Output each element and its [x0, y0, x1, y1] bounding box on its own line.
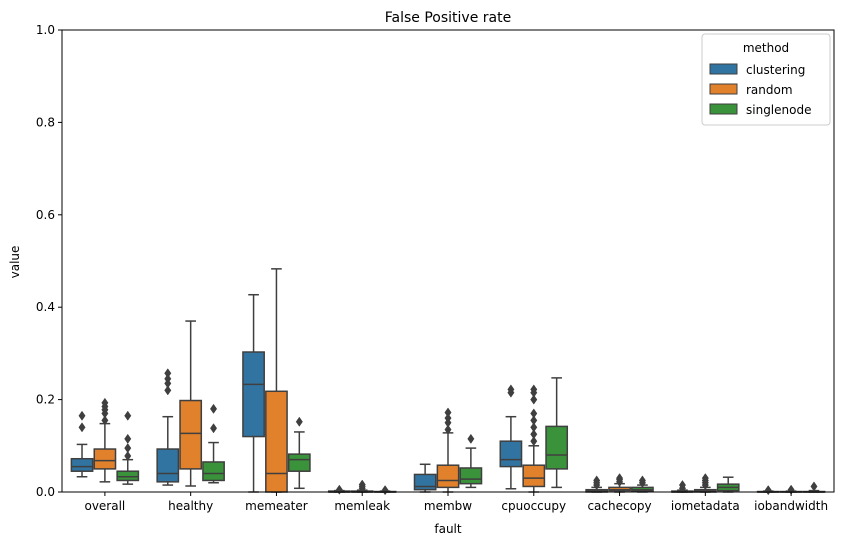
- axes-frame: [61, 29, 835, 493]
- outlier-point: [210, 403, 218, 414]
- legend-label-singlenode: singlenode: [746, 103, 811, 117]
- outlier-point: [530, 429, 538, 440]
- legend: method clustering random singlenode: [701, 33, 831, 126]
- outlier-point: [124, 410, 132, 421]
- legend-swatch-singlenode: [709, 103, 738, 115]
- x-axis-title: fault: [434, 522, 462, 536]
- outlier-point: [101, 397, 109, 408]
- outlier-point: [467, 433, 475, 444]
- legend-swatch-random: [709, 83, 738, 95]
- box-singlenode-healthy: [202, 403, 225, 484]
- box-body: [545, 425, 569, 470]
- box-clustering-membw: [413, 463, 437, 493]
- chart-title: False Positive rate: [385, 10, 511, 26]
- y-tick-label: 0.6: [36, 208, 55, 222]
- y-tick-label: 1.0: [36, 23, 55, 37]
- box-body: [202, 461, 225, 482]
- legend-label-clustering: clustering: [746, 63, 805, 77]
- y-tick-label: 0.2: [36, 393, 55, 407]
- box-clustering-memeater: [242, 293, 265, 493]
- box-body: [156, 448, 180, 483]
- y-tick-label: 0.8: [36, 115, 55, 129]
- x-tick-label: cpuoccupy: [501, 499, 566, 513]
- outlier-point: [810, 481, 818, 492]
- outlier-point: [530, 415, 538, 426]
- outlier-point: [530, 436, 538, 447]
- outlier-point: [444, 407, 452, 418]
- outlier-point: [78, 422, 86, 433]
- box-body: [436, 464, 460, 489]
- box-clustering-overall: [70, 410, 94, 478]
- axes-layer: 0.0 0.2 0.4 0.6 0.8 1.0 overall healthy memeater…: [36, 23, 835, 513]
- x-tick-label: memleak: [334, 499, 390, 513]
- outlier-point: [530, 408, 538, 419]
- y-axis-title: value: [8, 246, 22, 279]
- legend-label-random: random: [746, 83, 793, 97]
- legend-title: method: [743, 41, 789, 55]
- box-random-overall: [93, 397, 117, 483]
- box-body: [93, 448, 117, 470]
- legend-swatch-clustering: [709, 63, 738, 75]
- outlier-point: [444, 424, 452, 435]
- outlier-point: [164, 368, 172, 379]
- box-singlenode-cpuoccupy: [545, 377, 569, 489]
- outlier-point: [593, 475, 601, 486]
- y-tick-label: 0.4: [36, 300, 55, 314]
- outlier-point: [78, 410, 86, 421]
- outlier-point: [124, 450, 132, 462]
- box-body: [265, 390, 288, 493]
- box-clustering-healthy: [156, 368, 180, 486]
- outlier-point: [507, 384, 515, 395]
- box-random-healthy: [179, 320, 203, 487]
- box-singlenode-memeater: [287, 416, 311, 490]
- x-tick-label: membw: [424, 499, 472, 513]
- outlier-point: [701, 473, 709, 484]
- outlier-point: [124, 433, 132, 444]
- outlier-point: [616, 473, 624, 484]
- outlier-point: [444, 413, 452, 424]
- outlier-point: [164, 385, 172, 396]
- box-body: [116, 470, 140, 482]
- box-body: [179, 399, 203, 470]
- y-tick-label: 0.0: [36, 485, 55, 499]
- outlier-point: [530, 394, 538, 405]
- box-body: [413, 473, 437, 491]
- outlier-point: [678, 480, 686, 491]
- x-tick-label: healthy: [168, 499, 213, 513]
- legend-frame: [701, 33, 831, 126]
- box-body: [287, 453, 311, 472]
- outlier-point: [530, 422, 538, 433]
- outlier-point: [358, 479, 366, 490]
- box-body: [459, 467, 483, 485]
- x-tick-label: iobandwidth: [754, 499, 828, 513]
- box-random-memeater: [265, 268, 288, 493]
- box-body: [242, 351, 265, 438]
- outlier-point: [101, 415, 109, 426]
- outlier-point: [210, 423, 218, 434]
- box-singlenode-membw: [459, 433, 483, 489]
- outlier-point: [530, 384, 538, 395]
- box-body: [70, 457, 94, 472]
- outlier-point: [638, 475, 646, 486]
- x-tick-label: memeater: [245, 499, 308, 513]
- outlier-point: [164, 373, 172, 384]
- x-tick-label: cachecopy: [587, 499, 651, 513]
- box-clustering-cpuoccupy: [499, 384, 523, 490]
- box-random-cpuoccupy: [522, 384, 546, 493]
- box-singlenode-overall: [116, 410, 140, 485]
- box-body: [499, 440, 523, 468]
- box-body: [522, 464, 546, 488]
- outlier-point: [764, 485, 772, 496]
- legend-items: clustering random singlenode: [709, 63, 811, 117]
- box-singlenode-cachecopy: [631, 475, 654, 493]
- x-tick-label: overall: [84, 499, 125, 513]
- outlier-point: [124, 443, 132, 454]
- outlier-point: [295, 416, 303, 427]
- box-random-iometadata: [693, 473, 717, 493]
- x-tick-label: iometadata: [671, 499, 740, 513]
